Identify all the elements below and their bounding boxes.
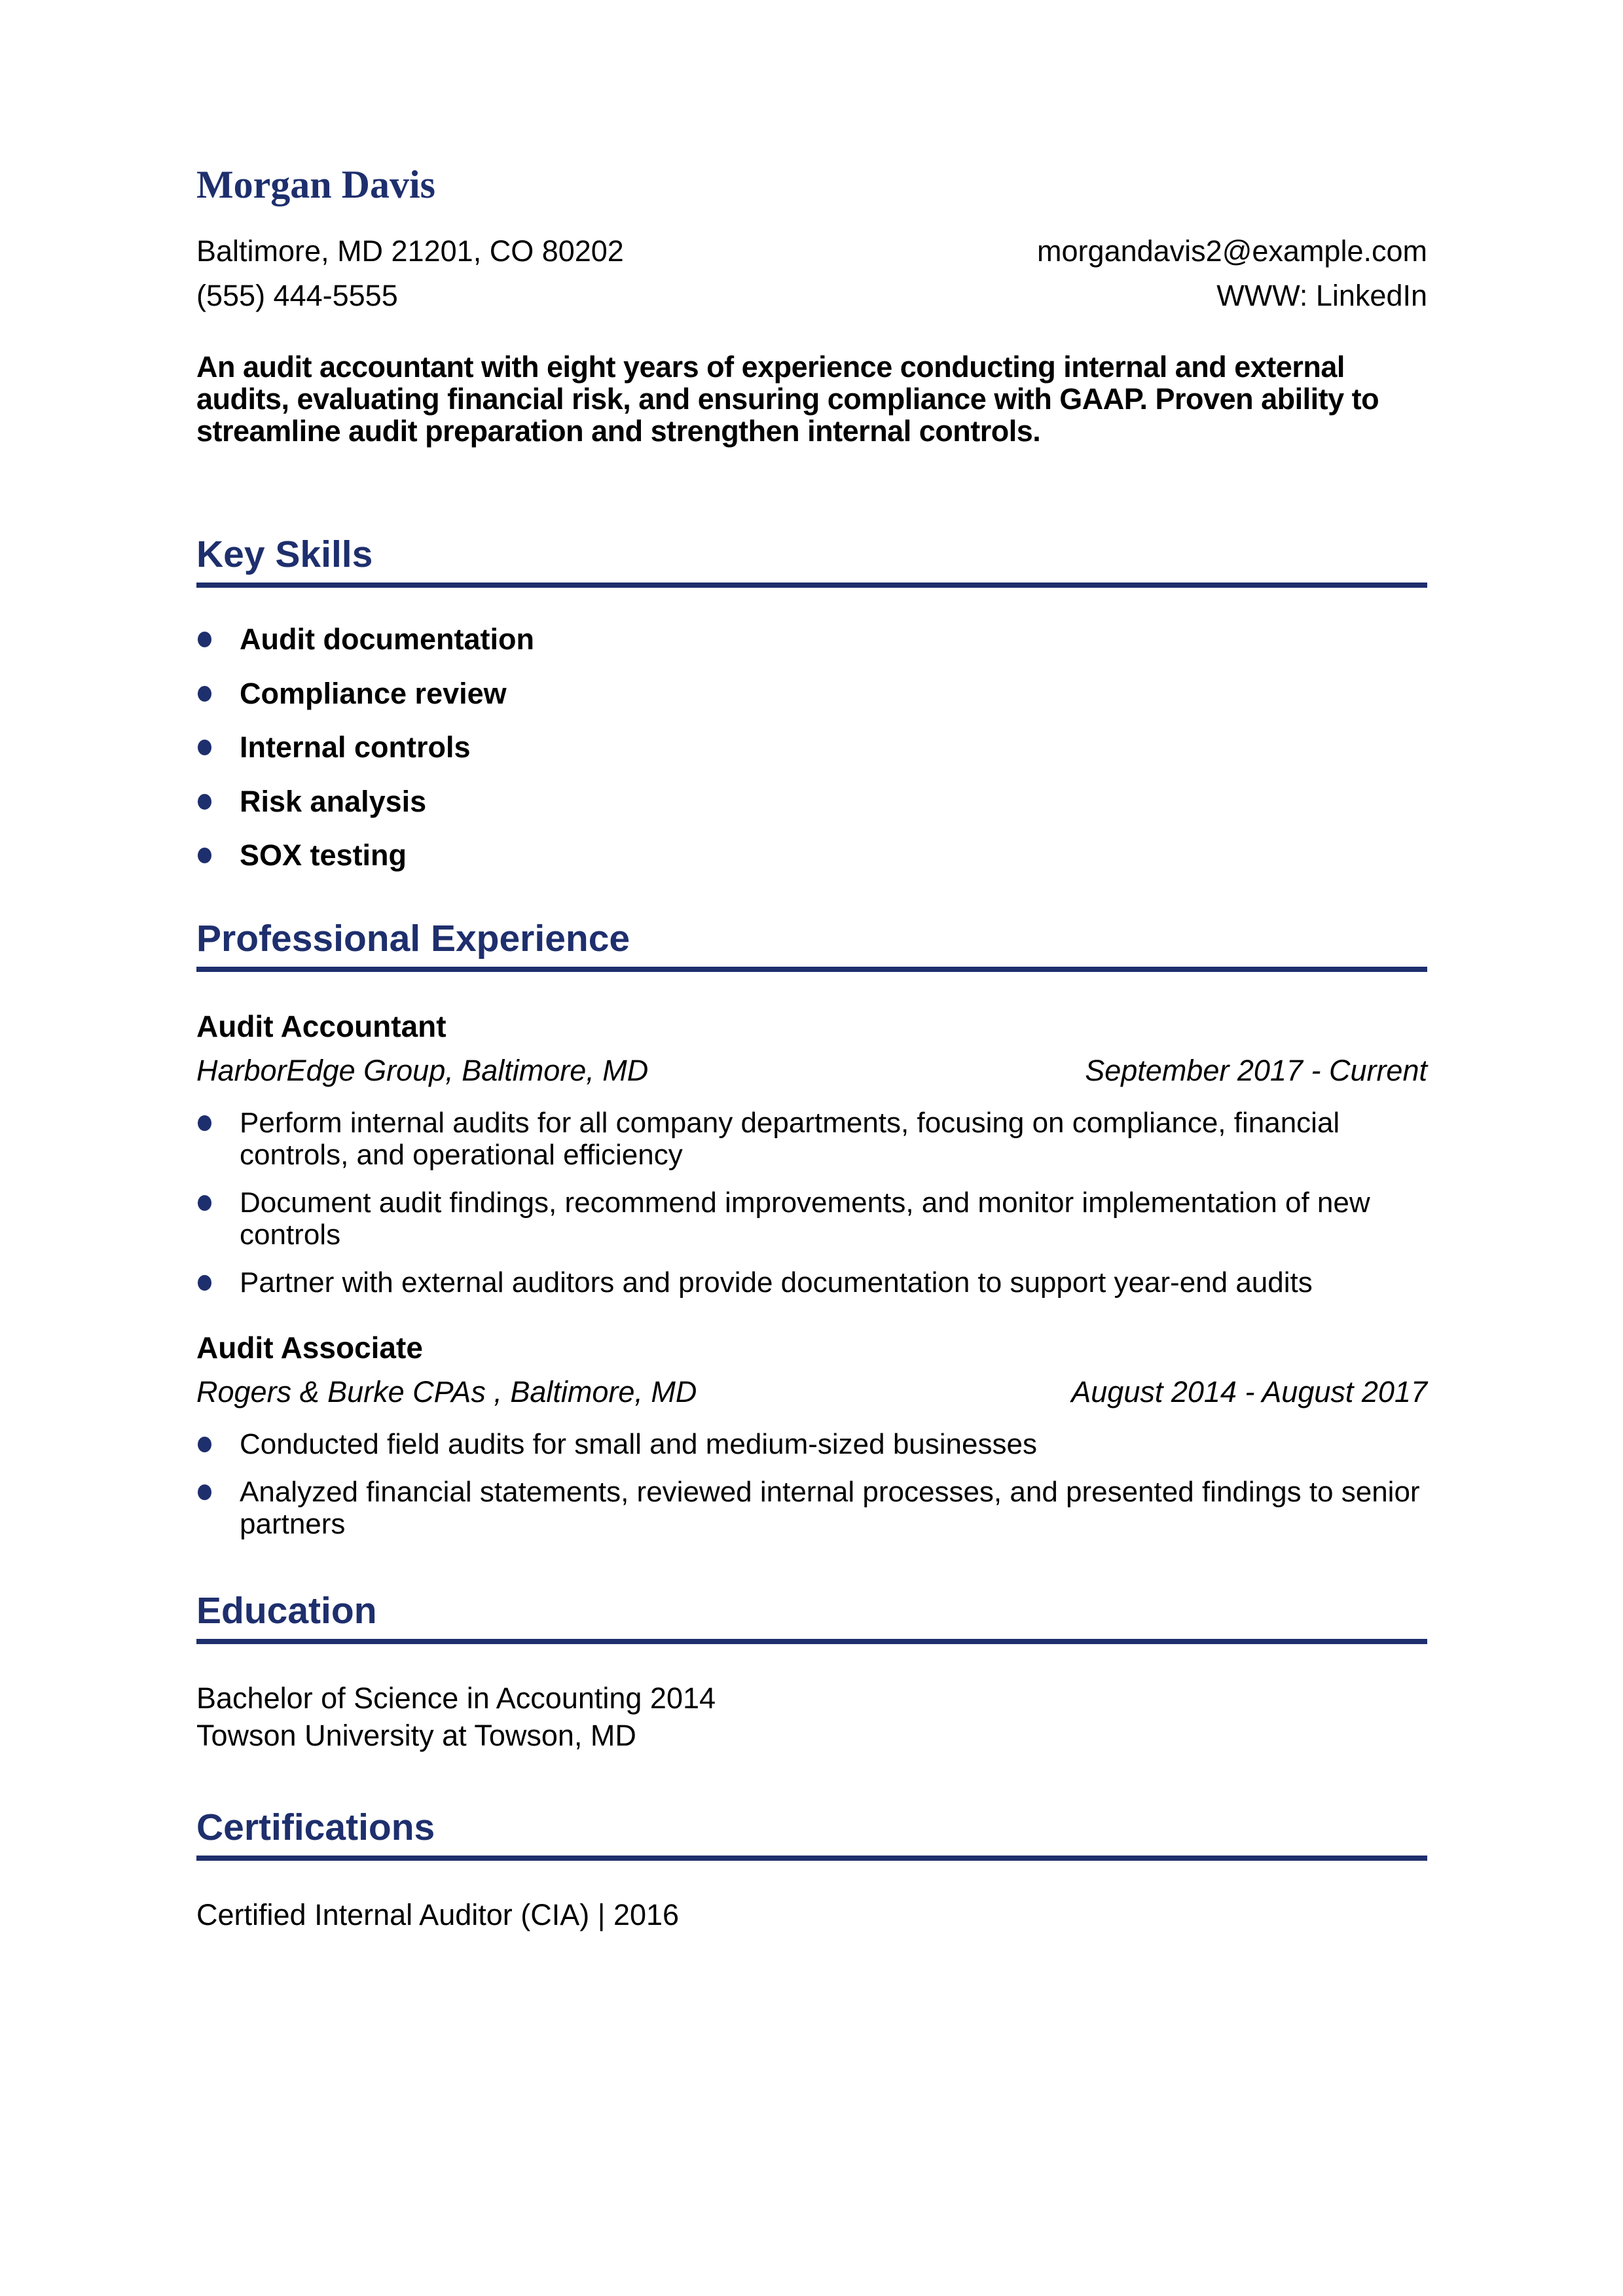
section-key-skills: Key Skills Audit documentation Complianc…	[196, 536, 1427, 872]
contact-website: WWW: LinkedIn	[1216, 279, 1427, 312]
contact-left-column: Baltimore, MD 21201, CO 80202 (555) 444-…	[196, 229, 624, 318]
skill-item: SOX testing	[196, 839, 1427, 872]
resume-header: Morgan Davis Baltimore, MD 21201, CO 802…	[196, 165, 1427, 447]
job-company: Rogers & Burke CPAs , Baltimore, MD	[196, 1375, 697, 1409]
section-certifications: Certifications Certified Internal Audito…	[196, 1808, 1427, 1933]
candidate-name: Morgan Davis	[196, 163, 435, 206]
education-degree: Bachelor of Science in Accounting 2014	[196, 1681, 716, 1715]
job-dates: August 2014 - August 2017	[1071, 1375, 1427, 1409]
section-education: Education Bachelor of Science in Account…	[196, 1592, 1427, 1754]
contact-email: morgandavis2@example.com	[1037, 234, 1427, 268]
skill-item: Compliance review	[196, 677, 1427, 710]
job-company: HarborEdge Group, Baltimore, MD	[196, 1054, 649, 1088]
job-bullet: Document audit findings, recommend impro…	[196, 1187, 1427, 1251]
job-bullet: Partner with external auditors and provi…	[196, 1266, 1427, 1299]
key-skills-list: Audit documentation Compliance review In…	[196, 623, 1427, 872]
job-dates: September 2017 - Current	[1085, 1054, 1427, 1088]
contact-phone: (555) 444-5555	[196, 279, 398, 312]
job-bullet-list: Perform internal audits for all company …	[196, 1107, 1427, 1299]
job-bullet: Perform internal audits for all company …	[196, 1107, 1427, 1171]
certification-item: Certified Internal Auditor (CIA) | 2016	[196, 1897, 680, 1931]
job-entry: Audit Accountant HarborEdge Group, Balti…	[196, 1009, 1427, 1299]
job-bullet-list: Conducted field audits for small and med…	[196, 1428, 1427, 1540]
job-role: Audit Accountant	[196, 1009, 447, 1043]
job-bullet: Conducted field audits for small and med…	[196, 1428, 1427, 1460]
section-professional-experience: Professional Experience Audit Accountant…	[196, 920, 1427, 1540]
job-bullet: Analyzed financial statements, reviewed …	[196, 1476, 1427, 1540]
skill-item: Internal controls	[196, 731, 1427, 764]
skill-item: Audit documentation	[196, 623, 1427, 656]
experience-title: Professional Experience	[196, 920, 1427, 972]
certifications-title: Certifications	[196, 1808, 1427, 1861]
skill-item: Risk analysis	[196, 785, 1427, 818]
contact-right-column: morgandavis2@example.com WWW: LinkedIn	[1037, 229, 1427, 318]
professional-summary: An audit accountant with eight years of …	[196, 350, 1379, 448]
job-entry: Audit Associate Rogers & Burke CPAs , Ba…	[196, 1330, 1427, 1540]
education-school: Towson University at Towson, MD	[196, 1718, 636, 1752]
key-skills-title: Key Skills	[196, 536, 1427, 588]
contact-info: Baltimore, MD 21201, CO 80202 (555) 444-…	[196, 229, 1427, 318]
job-meta-row: Rogers & Burke CPAs , Baltimore, MD Augu…	[196, 1376, 1427, 1408]
education-details: Bachelor of Science in Accounting 2014 T…	[196, 1679, 1427, 1754]
job-role: Audit Associate	[196, 1330, 423, 1365]
education-title: Education	[196, 1592, 1427, 1644]
job-meta-row: HarborEdge Group, Baltimore, MD Septembe…	[196, 1054, 1427, 1087]
contact-address: Baltimore, MD 21201, CO 80202	[196, 234, 624, 268]
